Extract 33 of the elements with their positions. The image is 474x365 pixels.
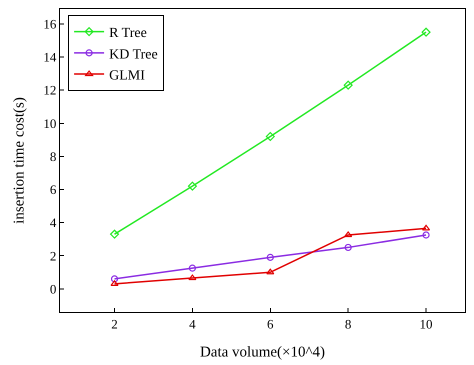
x-tick-label: 6 bbox=[267, 316, 274, 332]
y-tick-label: 12 bbox=[43, 82, 56, 98]
point bbox=[344, 231, 352, 238]
point bbox=[266, 268, 274, 274]
y-tick-label: 10 bbox=[43, 116, 56, 131]
legend-label: GLMI bbox=[109, 68, 146, 84]
point bbox=[188, 274, 196, 280]
y-axis-title: insertion time cost(s) bbox=[12, 97, 28, 224]
y-tick-label: 0 bbox=[50, 281, 56, 296]
y-tick-label: 16 bbox=[43, 16, 57, 32]
point bbox=[422, 224, 430, 230]
y-tick-label: 4 bbox=[50, 215, 57, 230]
y-tick-label: 6 bbox=[50, 182, 57, 198]
y-tick-label: 14 bbox=[43, 50, 57, 65]
point bbox=[188, 264, 196, 272]
point bbox=[344, 244, 352, 252]
y-tick-label: 8 bbox=[50, 148, 56, 164]
x-tick-label: 2 bbox=[111, 316, 118, 332]
x-tick-label: 8 bbox=[344, 316, 352, 332]
point bbox=[422, 231, 430, 239]
point bbox=[110, 275, 118, 282]
point bbox=[110, 230, 120, 239]
point bbox=[422, 28, 431, 37]
point bbox=[344, 80, 353, 90]
point bbox=[266, 254, 274, 261]
legend-label: R Tree bbox=[109, 26, 147, 42]
point bbox=[266, 132, 275, 141]
x-tick-label: 4 bbox=[189, 316, 196, 332]
legend-label: KD Tree bbox=[109, 47, 158, 62]
x-axis-title: Data volume(×10^4) bbox=[200, 344, 326, 361]
x-tick-label: 10 bbox=[420, 316, 433, 332]
point bbox=[188, 182, 197, 191]
y-tick-label: 2 bbox=[50, 248, 56, 264]
